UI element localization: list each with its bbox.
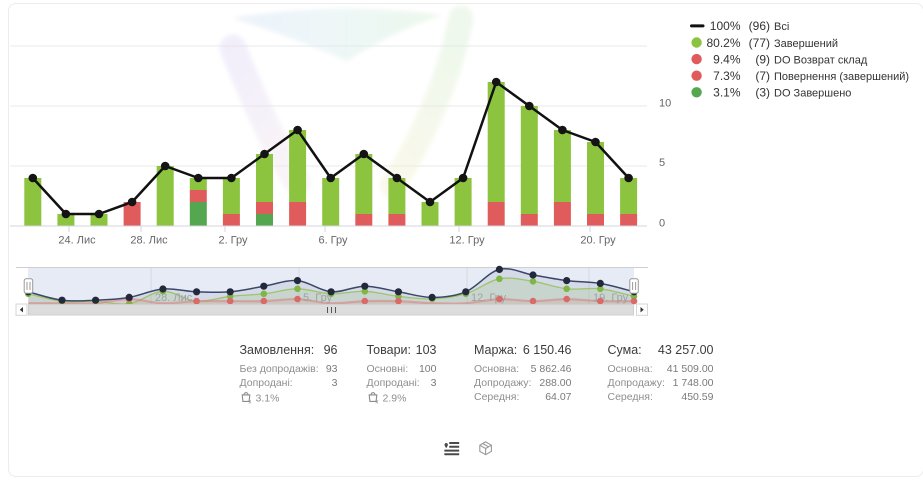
svg-text:Завершений: Завершений [774, 38, 838, 50]
svg-text:DO Возврат склад: DO Возврат склад [774, 54, 868, 66]
svg-text:2. Гру: 2. Гру [218, 235, 248, 247]
svg-text:5. Гру: 5. Гру [303, 292, 333, 304]
svg-text:(3): (3) [755, 86, 770, 100]
svg-text:x: x [248, 400, 251, 404]
svg-text:20. Гру: 20. Гру [580, 235, 616, 247]
svg-text:6. Гру: 6. Гру [318, 235, 348, 247]
svg-text:28. Лис: 28. Лис [155, 292, 193, 304]
svg-text:x: x [375, 400, 378, 404]
svg-text:Повернення (завершений): Повернення (завершений) [774, 71, 909, 83]
svg-text:12. Гру: 12. Гру [449, 235, 485, 247]
svg-text:3.1%: 3.1% [713, 86, 741, 100]
svg-text:28. Лис: 28. Лис [130, 235, 168, 247]
svg-text:80.2%: 80.2% [706, 36, 740, 50]
svg-text:24. Лис: 24. Лис [58, 235, 96, 247]
svg-text:(96): (96) [749, 19, 770, 33]
svg-text:(7): (7) [755, 69, 770, 83]
svg-text:(77): (77) [749, 36, 770, 50]
svg-text:DO Завершено: DO Завершено [774, 88, 851, 100]
svg-text:(9): (9) [755, 52, 770, 66]
svg-text:7.3%: 7.3% [713, 69, 741, 83]
svg-text:Всі: Всі [774, 21, 789, 33]
svg-text:5: 5 [659, 157, 665, 169]
svg-text:100%: 100% [710, 19, 741, 33]
svg-text:9.4%: 9.4% [713, 52, 741, 66]
svg-text:10: 10 [659, 98, 671, 110]
svg-text:0: 0 [659, 218, 665, 230]
